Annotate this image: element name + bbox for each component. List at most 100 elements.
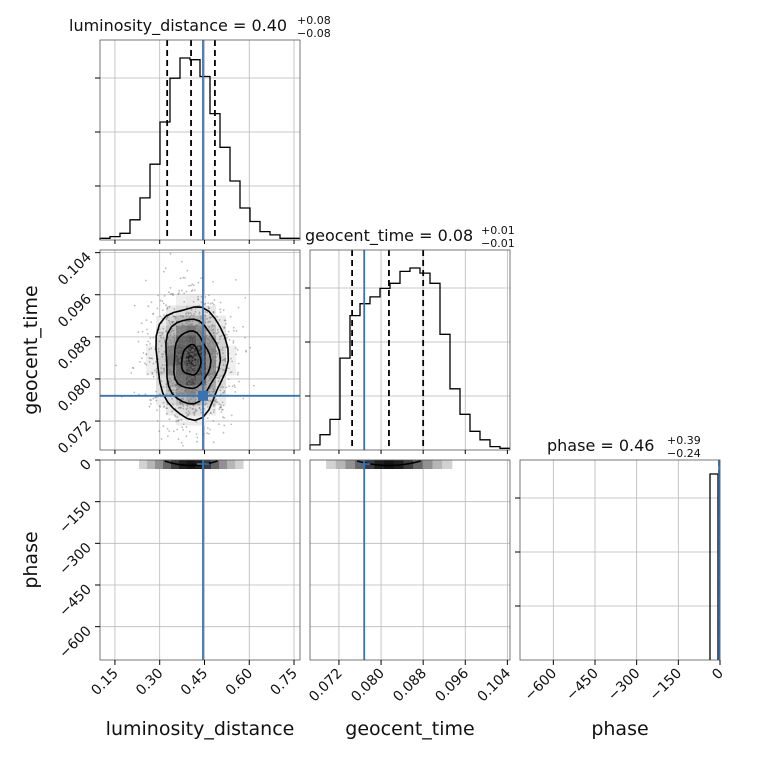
scatter-point (173, 337, 176, 339)
density-cell (146, 365, 157, 376)
scatter-point (227, 330, 230, 333)
scatter-point (182, 445, 184, 447)
scatter-point (192, 300, 195, 303)
scatter-point (187, 361, 190, 364)
scatter-point (198, 371, 201, 374)
scatter-point (144, 393, 147, 396)
scatter-point (178, 379, 181, 381)
scatter-point (183, 382, 185, 385)
scatter-point (181, 402, 184, 405)
scatter-point (197, 281, 200, 284)
scatter-point (229, 315, 232, 318)
scatter-point (187, 399, 190, 402)
scatter-point (165, 407, 168, 410)
density-cell (196, 325, 207, 336)
scatter-point (207, 345, 210, 347)
density-cell (226, 355, 237, 366)
scatter-point (140, 357, 143, 360)
scatter-point (217, 331, 220, 334)
scatter-point (161, 364, 164, 366)
scatter-point (187, 335, 190, 338)
scatter-point (163, 369, 166, 371)
scatter-point (212, 374, 215, 377)
scatter-point (171, 322, 174, 324)
density-cell (206, 365, 217, 376)
scatter-point (185, 375, 187, 378)
scatter-point (182, 362, 185, 365)
scatter-point (182, 392, 185, 395)
scatter-point (225, 386, 228, 389)
density-cell (216, 335, 227, 346)
scatter-point (170, 373, 173, 376)
scatter-point (169, 333, 172, 336)
scatter-point (192, 325, 195, 327)
scatter-point (172, 315, 175, 318)
scatter-point (185, 435, 188, 438)
scatter-point (169, 331, 172, 334)
density-cell (186, 315, 197, 326)
scatter-point (204, 311, 207, 313)
scatter-point (206, 359, 208, 362)
scatter-point (228, 385, 231, 388)
scatter-point (182, 276, 185, 279)
scatter-point (178, 366, 181, 369)
scatter-point (145, 353, 148, 356)
phase-density-cell (326, 460, 337, 469)
scatter-point (174, 383, 177, 386)
scatter-point (186, 367, 189, 370)
scatter-point (222, 392, 225, 394)
scatter-point (191, 366, 194, 369)
scatter-point (218, 423, 220, 426)
scatter-point (167, 435, 169, 438)
scatter-point (133, 391, 136, 394)
scatter-point (222, 364, 225, 366)
scatter-point (185, 377, 188, 379)
scatter-point (200, 354, 203, 357)
scatter-point (166, 308, 169, 310)
scatter-point (179, 358, 182, 361)
scatter-point (178, 290, 181, 292)
scatter-point (170, 363, 173, 366)
scatter-point (168, 346, 170, 348)
panel-frames (99, 39, 721, 661)
scatter-point (204, 354, 207, 357)
scatter-point (192, 315, 195, 317)
scatter-point (212, 328, 215, 331)
scatter-point (171, 358, 174, 360)
scatter-point (130, 372, 133, 374)
scatter-point (198, 322, 201, 325)
scatter-point (185, 334, 188, 337)
scatter-point (197, 298, 200, 300)
scatter-point (211, 341, 214, 343)
scatter-point (172, 353, 175, 355)
scatter-point (218, 408, 221, 410)
scatter-point (160, 334, 162, 337)
tick-label: 0.072 (306, 666, 346, 706)
scatter-point (158, 328, 161, 331)
scatter-point (166, 342, 169, 345)
scatter-point (187, 413, 189, 416)
scatter-point (216, 353, 219, 355)
scatter-point (191, 326, 193, 329)
scatter-point (163, 295, 166, 297)
scatter-point (214, 362, 217, 365)
scatter-point (182, 423, 185, 426)
scatter-point (162, 353, 165, 356)
scatter-point (168, 418, 171, 421)
tick-label: −600 (56, 623, 95, 662)
density-cell (156, 345, 167, 356)
density-cell (176, 405, 187, 416)
scatter-point (181, 326, 184, 329)
scatter-point (208, 373, 211, 375)
scatter-point (188, 350, 191, 353)
scatter-point (207, 302, 210, 304)
scatter-point (205, 365, 208, 367)
scatter-point (182, 405, 185, 408)
scatter-point (191, 364, 193, 366)
tick-label: 0.096 (55, 291, 95, 331)
scatter-point (171, 382, 174, 385)
scatter-point (194, 391, 197, 394)
title-phase: phase = 0.46 +0.39 −0.24 (547, 434, 701, 460)
scatter-point (172, 320, 175, 323)
scatter-point (162, 331, 164, 334)
